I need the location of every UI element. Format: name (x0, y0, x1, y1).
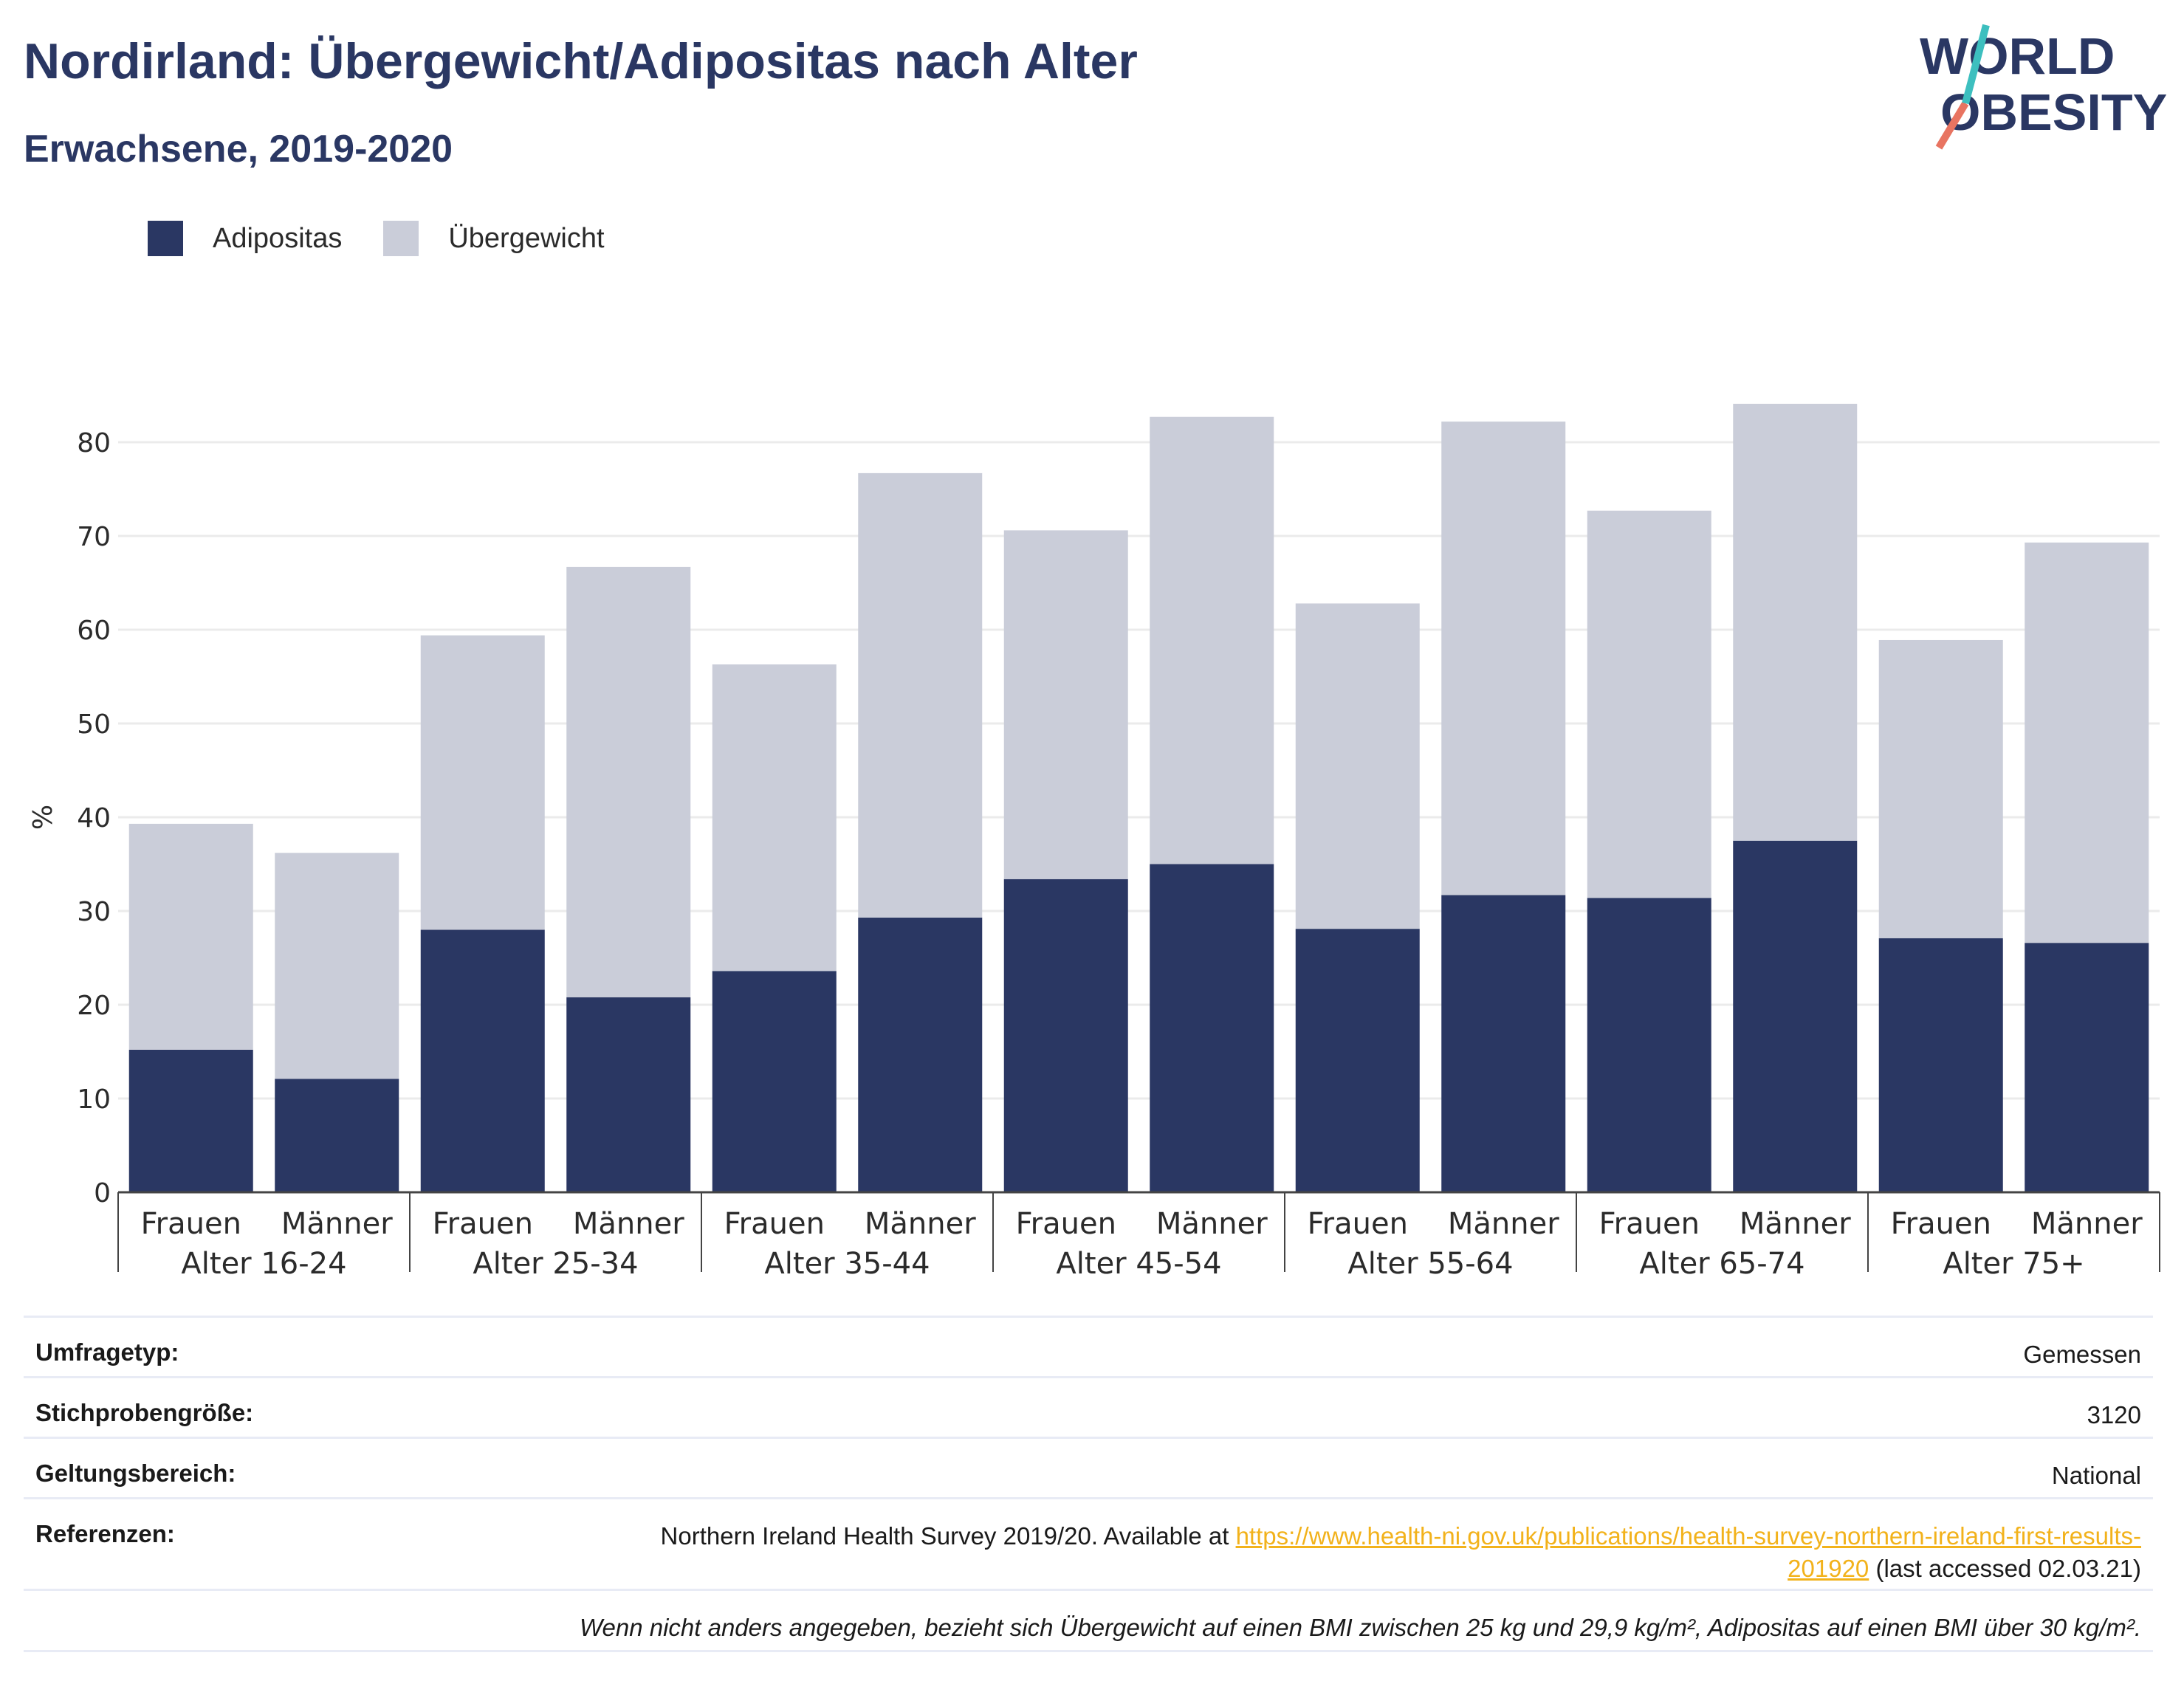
x-group-label: Alter 45-54 (1056, 1247, 1221, 1281)
x-sub-label: Männer (1740, 1207, 1851, 1241)
bar-adipositas-4 (566, 997, 691, 1192)
y-tick-label: 30 (77, 897, 111, 927)
bar--bergewicht-1 (128, 823, 253, 1050)
logo-slash-teal (1962, 24, 1990, 105)
bar--bergewicht-5 (712, 664, 837, 972)
legend-item-uebergewicht[interactable]: Übergewicht (383, 221, 605, 256)
survey-type-label: Umfragetyp: (35, 1338, 179, 1366)
references-label: Referenzen: (35, 1520, 175, 1547)
bar--bergewicht-2 (275, 853, 399, 1079)
bar-adipositas-7 (1003, 879, 1128, 1192)
definition-note: Wenn nicht anders angegeben, bezieht sic… (579, 1614, 2141, 1641)
bar-adipositas-5 (712, 971, 837, 1192)
logo-word-obesity: OBESITY (1940, 83, 2167, 141)
bar-adipositas-6 (858, 917, 983, 1192)
x-sub-label: Frauen (1016, 1207, 1116, 1241)
x-sub-label: Frauen (141, 1207, 241, 1241)
legend-label-uebergewicht: Übergewicht (448, 222, 605, 254)
bar-adipositas-3 (420, 929, 545, 1192)
bar-adipositas-14 (2025, 943, 2149, 1192)
y-tick-label: 0 (94, 1178, 111, 1208)
bar-adipositas-10 (1441, 895, 1566, 1192)
x-sub-label: Frauen (1308, 1207, 1408, 1241)
x-sub-label: Männer (2031, 1207, 2143, 1241)
x-sub-label: Frauen (724, 1207, 825, 1241)
bar-adipositas-13 (1878, 938, 2003, 1192)
y-tick-label: 40 (77, 803, 111, 833)
bar-adipositas-12 (1733, 840, 1858, 1192)
x-group-label: Alter 75+ (1943, 1247, 2084, 1281)
x-group-label: Alter 25-34 (473, 1247, 638, 1281)
bar-chart: 0 10 20 30 40 50 60 70 80% Frauen Männer Alter 16-2… (28, 403, 2160, 1281)
info-row-survey-type: Umfragetyp: Gemessen (24, 1316, 2153, 1376)
x-group-label: Alter 65-74 (1639, 1247, 1804, 1281)
x-group-label: Alter 55-64 (1347, 1247, 1513, 1281)
bar--bergewicht-13 (1878, 639, 2003, 938)
bar--bergewicht-3 (420, 635, 545, 930)
references-value: Northern Ireland Health Survey 2019/20. … (605, 1520, 2141, 1585)
chart-title: Nordirland: Übergewicht/Adipositas nach … (24, 33, 1138, 89)
bar--bergewicht-14 (2025, 542, 2149, 943)
x-sub-label: Frauen (1599, 1207, 1700, 1241)
references-suffix: (last accessed 02.03.21) (1869, 1555, 2141, 1582)
bar-adipositas-2 (275, 1079, 399, 1192)
x-sub-label: Männer (1448, 1207, 1559, 1241)
y-tick-label: 60 (77, 616, 111, 646)
x-sub-label: Frauen (1891, 1207, 1991, 1241)
y-axis-title: % (28, 805, 58, 830)
bar--bergewicht-4 (566, 566, 691, 997)
bar--bergewicht-10 (1441, 422, 1566, 895)
world-obesity-logo: WORLD OBESITY (1920, 24, 2167, 150)
y-tick-label: 50 (77, 709, 111, 740)
info-row-scope: Geltungsbereich: National (24, 1437, 2153, 1497)
sample-size-label: Stichprobengröße: (35, 1399, 254, 1426)
y-tick-label: 70 (77, 522, 111, 552)
logo-slash-red (1935, 101, 1969, 150)
bar-adipositas-8 (1150, 864, 1274, 1192)
legend-item-adipositas[interactable]: Adipositas (148, 221, 342, 256)
legend: Adipositas Übergewicht (148, 218, 646, 259)
y-tick-label: 80 (77, 428, 111, 458)
x-group-label: Alter 16-24 (181, 1247, 346, 1281)
x-sub-label: Männer (281, 1207, 393, 1241)
bar-adipositas-11 (1587, 898, 1711, 1192)
x-sub-label: Männer (573, 1207, 684, 1241)
references-text: Northern Ireland Health Survey 2019/20. … (660, 1522, 1236, 1550)
chart-subtitle: Erwachsene, 2019-2020 (24, 128, 453, 171)
scope-label: Geltungsbereich: (35, 1460, 236, 1487)
info-row-references: Referenzen: Northern Ireland Health Surv… (24, 1497, 2153, 1589)
info-row-note: Wenn nicht anders angegeben, bezieht sic… (24, 1589, 2153, 1652)
references-link[interactable]: https://www.health-ni.gov.uk/publication… (1235, 1522, 2141, 1582)
x-sub-label: Männer (865, 1207, 976, 1241)
legend-label-adipositas: Adipositas (213, 222, 343, 254)
info-row-sample-size: Stichprobengröße: 3120 (24, 1376, 2153, 1437)
y-tick-label: 10 (77, 1084, 111, 1115)
bar--bergewicht-6 (858, 472, 983, 918)
sample-size-value: 3120 (2087, 1401, 2141, 1428)
survey-type-value: Gemessen (2023, 1341, 2141, 1368)
bar-adipositas-1 (128, 1049, 253, 1192)
legend-swatch-adipositas (148, 221, 183, 256)
logo-word-world: WORLD (1920, 27, 2115, 85)
bar-adipositas-9 (1295, 929, 1420, 1192)
y-tick-label: 20 (77, 991, 111, 1021)
x-sub-label: Frauen (433, 1207, 533, 1241)
legend-swatch-uebergewicht (383, 221, 419, 256)
bar--bergewicht-8 (1150, 416, 1274, 864)
bar--bergewicht-12 (1733, 403, 1858, 841)
info-table: Umfragetyp: Gemessen Stichprobengröße: 3… (24, 1316, 2153, 1652)
x-group-label: Alter 35-44 (764, 1247, 930, 1281)
scope-value: National (2051, 1462, 2141, 1489)
bar--bergewicht-9 (1295, 603, 1420, 929)
bar--bergewicht-11 (1587, 510, 1711, 898)
bar--bergewicht-7 (1003, 530, 1128, 879)
x-sub-label: Männer (1156, 1207, 1268, 1241)
